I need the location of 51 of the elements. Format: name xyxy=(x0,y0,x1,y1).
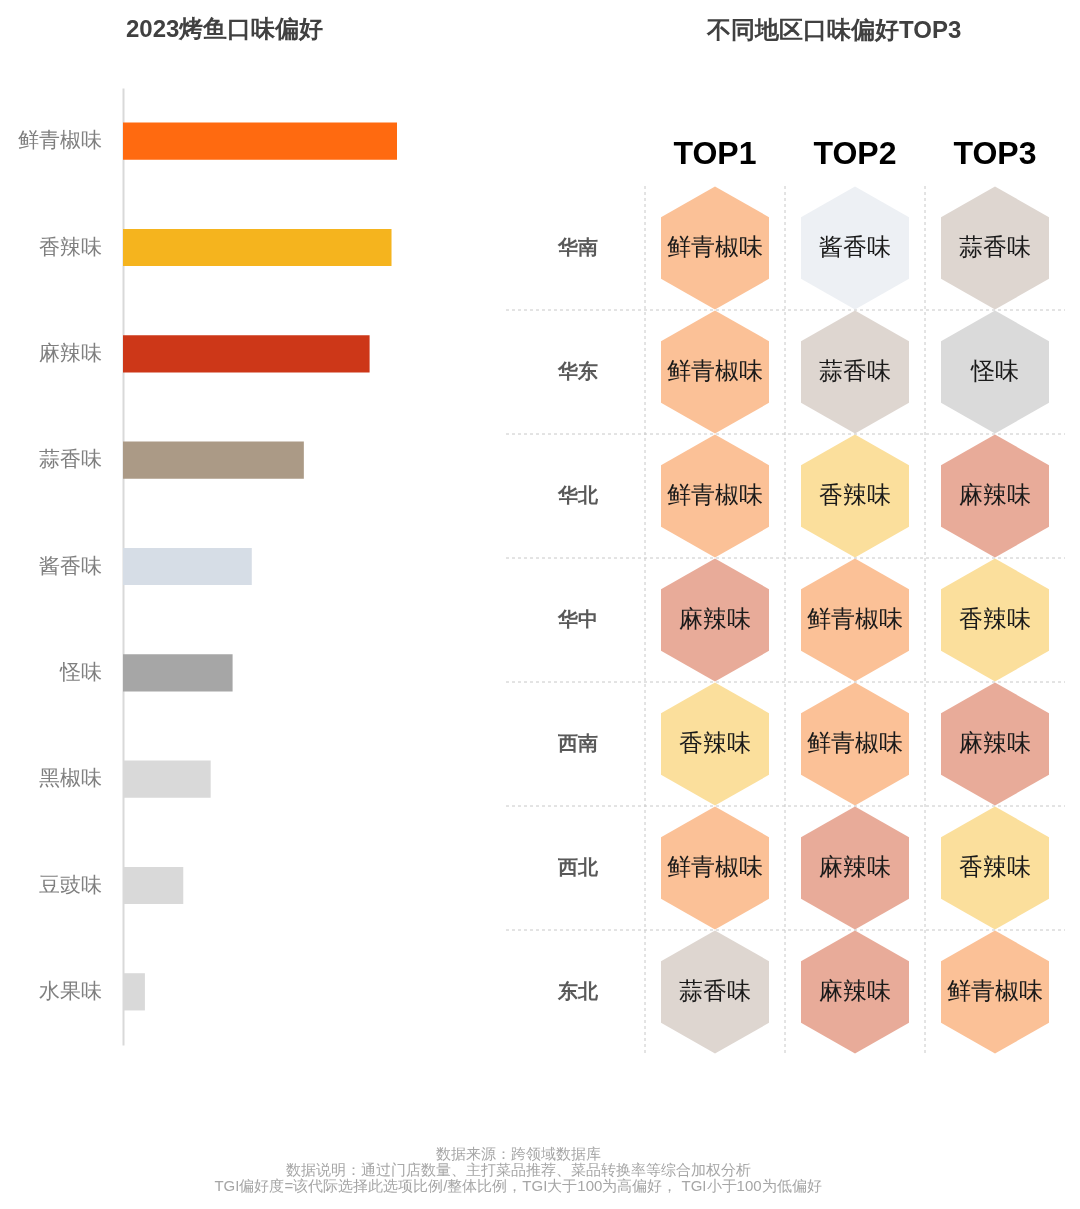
category-label: 华南 xyxy=(557,236,598,258)
text: 怪味 xyxy=(971,357,1019,384)
text: 数据说明：通过门店数量、主打菜品推荐、菜品转换率等综合加权分析 xyxy=(285,1161,751,1178)
text: 酱香味 xyxy=(819,233,891,260)
category-label: 西北 xyxy=(557,856,598,878)
text: 香辣味 xyxy=(959,853,1031,880)
text: 蒜香味 xyxy=(959,233,1031,260)
text: 蒜香味 xyxy=(819,357,891,384)
category-label: 华中 xyxy=(557,608,598,630)
bar xyxy=(123,228,392,267)
y-tick-label: 豆豉味 xyxy=(38,872,102,896)
category-label: 华北 xyxy=(557,484,598,506)
category-label: TOP2 xyxy=(813,134,897,171)
category-label: TOP3 xyxy=(953,134,1037,171)
text: 鲜青椒味 xyxy=(807,729,903,756)
category-label: 西南 xyxy=(557,732,598,754)
text: 不同地区口味偏好TOP3 xyxy=(706,16,962,43)
category-label: 华东 xyxy=(557,360,598,382)
bar xyxy=(123,654,233,692)
y-tick-label: 酱香味 xyxy=(38,553,102,577)
y-tick-label: 蒜香味 xyxy=(38,447,102,471)
text: 鲜青椒味 xyxy=(667,853,763,880)
category-label: 东北 xyxy=(557,980,598,1002)
text: 香辣味 xyxy=(819,481,891,508)
category-label: TOP1 xyxy=(673,134,757,171)
text: 麻辣味 xyxy=(959,481,1031,508)
text: 麻辣味 xyxy=(679,605,751,632)
bar xyxy=(123,335,370,373)
text: 蒜香味 xyxy=(679,977,751,1004)
y-tick-label: 麻辣味 xyxy=(38,340,102,364)
y-tick-label: 鲜青椒味 xyxy=(17,128,102,152)
bar xyxy=(123,547,252,586)
text: 鲜青椒味 xyxy=(667,233,763,260)
y-tick-label: 香辣味 xyxy=(38,234,102,258)
text: 香辣味 xyxy=(959,605,1031,632)
y-tick-label: 怪味 xyxy=(58,659,102,683)
bar xyxy=(123,441,304,479)
bar xyxy=(123,122,397,160)
text: 鲜青椒味 xyxy=(947,977,1043,1004)
text: 麻辣味 xyxy=(819,853,891,880)
text: 麻辣味 xyxy=(959,729,1031,756)
text: 鲜青椒味 xyxy=(667,481,763,508)
text: 鲜青椒味 xyxy=(807,605,903,632)
text: 麻辣味 xyxy=(819,977,891,1004)
chart-title: 2023烤鱼口味偏好 xyxy=(126,15,324,42)
source-note: 数据来源：跨领域数据库 xyxy=(435,1145,601,1162)
y-tick-label: 水果味 xyxy=(38,978,102,1002)
y-tick-label: 黑椒味 xyxy=(38,766,102,790)
text: TGI偏好度=该代际选择此选项比例/整体比例，TGI大于100为高偏好， TGI小于100为低偏好 xyxy=(214,1177,822,1194)
text: 香辣味 xyxy=(679,729,751,756)
text: 鲜青椒味 xyxy=(667,357,763,384)
